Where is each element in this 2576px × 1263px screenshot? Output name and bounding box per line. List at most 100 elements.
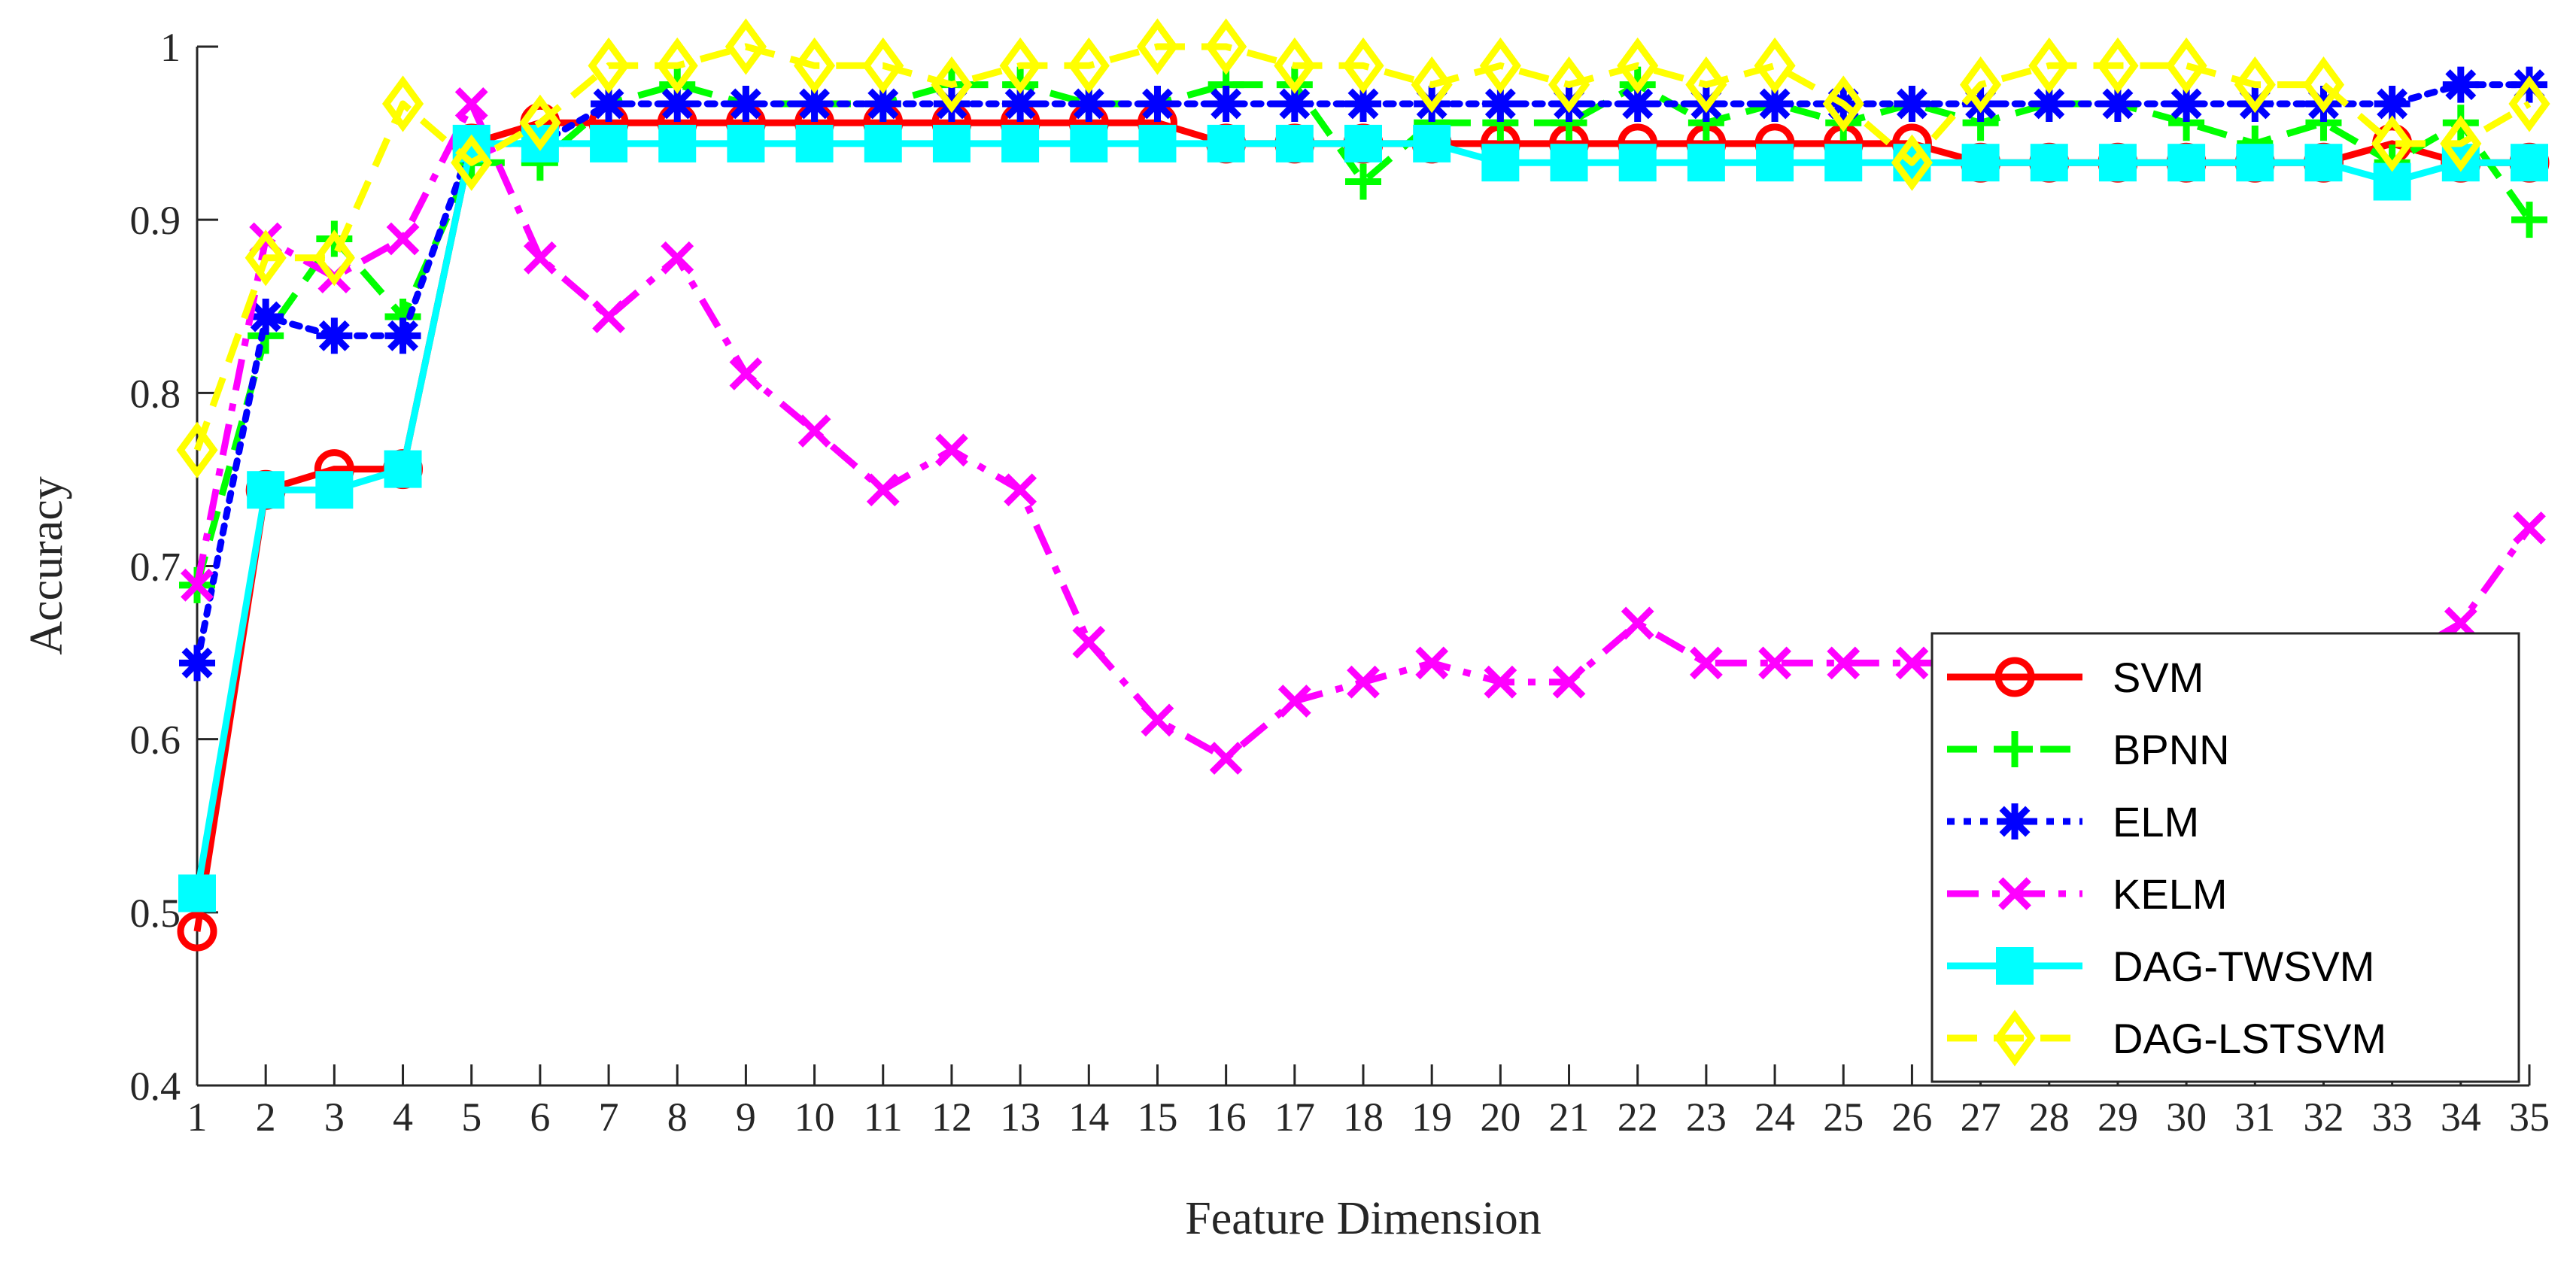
marker-asterisk xyxy=(2099,85,2136,122)
marker-diamond xyxy=(1754,37,1796,94)
x-tick-label: 9 xyxy=(736,1094,756,1140)
marker-diamond xyxy=(1994,1009,2036,1067)
marker-diamond xyxy=(862,37,904,94)
marker-square xyxy=(1961,144,2000,182)
marker-diamond xyxy=(2234,56,2276,114)
data-point xyxy=(1347,665,1380,699)
data-point xyxy=(181,568,214,602)
marker-square xyxy=(1413,124,1451,162)
data-point xyxy=(1072,625,1106,659)
marker-square xyxy=(1344,124,1382,162)
x-tick-label: 30 xyxy=(2166,1094,2207,1140)
data-point xyxy=(1822,75,1864,132)
legend-label: ELM xyxy=(2113,798,2199,846)
data-point xyxy=(932,124,971,162)
marker-x xyxy=(386,222,420,256)
data-point xyxy=(795,124,834,162)
data-point xyxy=(588,37,630,94)
x-tick-label: 21 xyxy=(1549,1094,1590,1140)
series-line-dag-lstsvm xyxy=(193,43,2532,451)
data-point xyxy=(177,911,217,952)
x-tick-label: 5 xyxy=(461,1094,481,1140)
marker-diamond xyxy=(381,75,424,132)
data-point xyxy=(1345,85,1381,122)
x-tick-label: 28 xyxy=(2029,1094,2070,1140)
data-point xyxy=(999,37,1041,94)
data-point xyxy=(1070,124,1108,162)
marker-circle xyxy=(177,911,217,952)
data-point xyxy=(728,85,764,122)
data-point xyxy=(2304,144,2343,182)
legend-marker xyxy=(1998,877,2031,910)
data-point xyxy=(2440,115,2482,172)
marker-plus xyxy=(1345,163,1381,200)
marker-x xyxy=(797,414,831,448)
marker-x xyxy=(935,433,968,467)
marker-asterisk xyxy=(384,317,421,354)
x-tick-label: 25 xyxy=(1823,1094,1864,1140)
x-tick-label: 8 xyxy=(667,1094,688,1140)
marker-square xyxy=(1001,124,1040,162)
data-point xyxy=(2511,202,2547,238)
marker-x xyxy=(1347,665,1380,699)
data-point xyxy=(523,241,557,275)
x-tick-label: 23 xyxy=(1686,1094,1727,1140)
x-tick-label: 34 xyxy=(2441,1094,2481,1140)
data-point xyxy=(864,124,902,162)
data-point xyxy=(2030,144,2068,182)
marker-square xyxy=(727,124,765,162)
data-point xyxy=(1479,37,1521,94)
data-point xyxy=(176,421,218,478)
x-tick-label: 35 xyxy=(2509,1094,2550,1140)
data-point xyxy=(1757,85,1794,122)
marker-asterisk xyxy=(1619,85,1656,122)
marker-diamond xyxy=(2302,56,2345,114)
marker-x xyxy=(1415,646,1449,680)
data-point xyxy=(1275,124,1314,162)
x-tick-label: 15 xyxy=(1137,1094,1177,1140)
marker-diamond xyxy=(1685,56,1727,114)
x-tick-label: 16 xyxy=(1206,1094,1247,1140)
data-point xyxy=(1071,85,1107,122)
data-point xyxy=(1687,144,1725,182)
data-point xyxy=(797,414,831,448)
data-point xyxy=(661,241,694,275)
data-point xyxy=(178,874,216,912)
marker-square xyxy=(2030,144,2068,182)
data-point xyxy=(1344,124,1382,162)
legend-marker xyxy=(1994,1009,2036,1067)
data-point xyxy=(658,124,697,162)
x-tick-label: 12 xyxy=(931,1094,972,1140)
marker-x xyxy=(1621,606,1654,640)
legend-label: DAG-TWSVM xyxy=(2113,943,2374,990)
data-point xyxy=(1827,646,1861,680)
marker-asterisk xyxy=(1894,85,1930,122)
data-point xyxy=(2234,56,2276,114)
data-point xyxy=(1411,56,1453,114)
marker-square xyxy=(590,124,628,162)
data-point xyxy=(1209,742,1243,775)
marker-diamond xyxy=(931,56,973,114)
marker-x xyxy=(592,300,625,333)
data-point xyxy=(866,473,900,507)
data-point xyxy=(1345,163,1381,200)
data-point xyxy=(931,56,973,114)
data-point xyxy=(1894,85,1930,122)
legend-marker xyxy=(1994,657,2035,697)
x-tick-label: 4 xyxy=(393,1094,413,1140)
marker-square xyxy=(795,124,834,162)
x-tick-label: 27 xyxy=(1961,1094,2001,1140)
x-tick-label: 14 xyxy=(1068,1094,1109,1140)
marker-diamond xyxy=(1136,18,1179,75)
data-point xyxy=(796,85,833,122)
marker-diamond xyxy=(588,37,630,94)
marker-asterisk xyxy=(1345,85,1381,122)
legend-item-dag-lstsvm: DAG-LSTSVM xyxy=(1947,1009,2386,1067)
x-tick-label: 17 xyxy=(1274,1094,1315,1140)
data-point xyxy=(2031,85,2067,122)
marker-diamond xyxy=(1411,56,1453,114)
data-point xyxy=(659,85,696,122)
marker-asterisk xyxy=(1997,803,2033,839)
data-point xyxy=(248,299,284,335)
